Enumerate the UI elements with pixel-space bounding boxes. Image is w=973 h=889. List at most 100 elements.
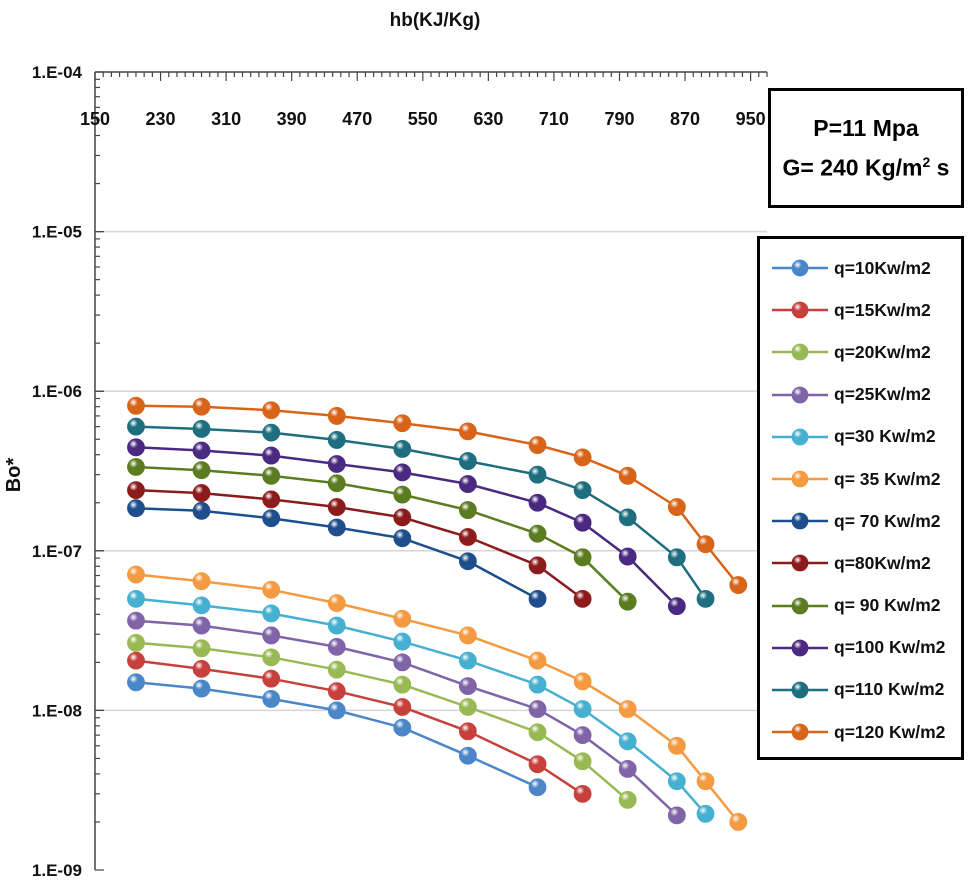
data-point: [127, 481, 145, 500]
legend-label: q=15Kw/m2: [834, 299, 931, 320]
y-tick-label: 1.E-05: [32, 223, 82, 242]
series-line: [135, 659, 584, 795]
data-point: [573, 672, 592, 691]
data-point: [327, 455, 346, 473]
data-point: [458, 475, 477, 493]
legend-item: q=110 Kw/m2: [766, 669, 961, 711]
x-tick-label: 230: [146, 109, 176, 129]
legend-item: q=20Kw/m2: [766, 331, 961, 373]
legend-marker-icon: [772, 639, 828, 657]
data-point: [327, 660, 346, 679]
legend-marker-icon: [772, 597, 828, 614]
data-point: [127, 673, 145, 692]
data-point: [696, 804, 715, 823]
x-tick-label: 310: [211, 109, 241, 129]
y-axis: 1.E-09 1.E-08 1.E-07 1.E-06 1.E-05 1.E-04: [32, 63, 104, 880]
y-tick-label: 1.E-08: [32, 701, 82, 720]
data-point: [262, 466, 281, 485]
series-6: [127, 565, 748, 831]
pressure-label: P=11 Mpa: [813, 115, 919, 142]
data-point: [327, 594, 346, 613]
legend-label: q= 35 Kw/m2: [834, 468, 941, 489]
data-point: [192, 659, 211, 678]
data-point: [528, 651, 547, 670]
series-line: [135, 488, 584, 600]
data-point: [618, 547, 637, 566]
data-point: [458, 552, 477, 571]
legend-item: q= 35 Kw/m2: [766, 458, 961, 500]
data-point: [618, 592, 637, 611]
data-point: [528, 493, 547, 512]
data-point: [528, 675, 547, 694]
data-point: [192, 679, 211, 698]
data-point: [458, 651, 477, 670]
legend-label: q=110 Kw/m2: [834, 679, 945, 700]
data-point: [192, 461, 211, 480]
data-point: [729, 576, 748, 594]
legend-label: q=120 Kw/m2: [834, 721, 946, 742]
data-point: [327, 701, 346, 720]
data-point: [127, 417, 145, 436]
data-point: [262, 604, 281, 623]
data-point: [127, 589, 145, 608]
series-1: [127, 673, 547, 797]
data-point: [127, 499, 145, 518]
data-point: [262, 490, 281, 509]
data-point: [393, 485, 412, 504]
data-point: [192, 397, 211, 416]
condition-annotation: P=11 Mpa G= 240 Kg/m2 s: [768, 88, 964, 208]
legend-marker-icon: [772, 386, 828, 404]
y-tick-label: 1.E-04: [32, 63, 83, 82]
data-point: [393, 718, 412, 737]
data-point: [528, 436, 547, 454]
data-point: [192, 596, 211, 615]
x-tick-label: 950: [736, 109, 766, 129]
data-point: [393, 508, 412, 527]
legend-label: q= 70 Kw/m2: [834, 510, 941, 531]
data-point: [192, 420, 211, 438]
data-point: [667, 772, 686, 791]
data-point: [393, 463, 412, 482]
legend-label: q=80Kw/m2: [834, 552, 931, 573]
data-point: [127, 565, 145, 584]
data-point: [127, 438, 145, 457]
data-point: [393, 632, 412, 651]
data-point: [262, 626, 281, 645]
data-point: [192, 616, 211, 635]
data-point: [528, 524, 547, 543]
data-point: [262, 648, 281, 667]
x-tick-label: 470: [342, 109, 372, 129]
data-point: [192, 441, 211, 460]
series-3: [127, 633, 637, 809]
data-point: [458, 698, 477, 716]
data-point: [528, 589, 547, 608]
data-point: [393, 675, 412, 694]
data-point: [573, 481, 592, 500]
legend-item: q=100 Kw/m2: [766, 627, 961, 669]
data-point: [458, 452, 477, 470]
data-point: [327, 616, 346, 635]
series-11: [127, 417, 715, 608]
data-point: [667, 597, 686, 616]
series-10: [127, 438, 686, 616]
x-tick-label: 790: [604, 109, 634, 129]
data-point: [458, 501, 477, 519]
data-point: [667, 498, 686, 516]
data-point: [618, 508, 637, 527]
data-point: [262, 669, 281, 688]
data-point: [192, 484, 211, 502]
data-point: [393, 439, 412, 458]
x-tick-label: 550: [408, 109, 438, 129]
data-point: [573, 752, 592, 771]
data-point: [528, 723, 547, 742]
series-2: [127, 651, 592, 803]
legend-label: q=20Kw/m2: [834, 341, 931, 362]
data-point: [573, 548, 592, 567]
series-8: [127, 481, 592, 608]
data-point: [667, 806, 686, 825]
data-point: [127, 611, 145, 630]
data-point: [262, 580, 281, 599]
y-tick-label: 1.E-06: [32, 382, 82, 401]
data-point: [573, 784, 592, 803]
